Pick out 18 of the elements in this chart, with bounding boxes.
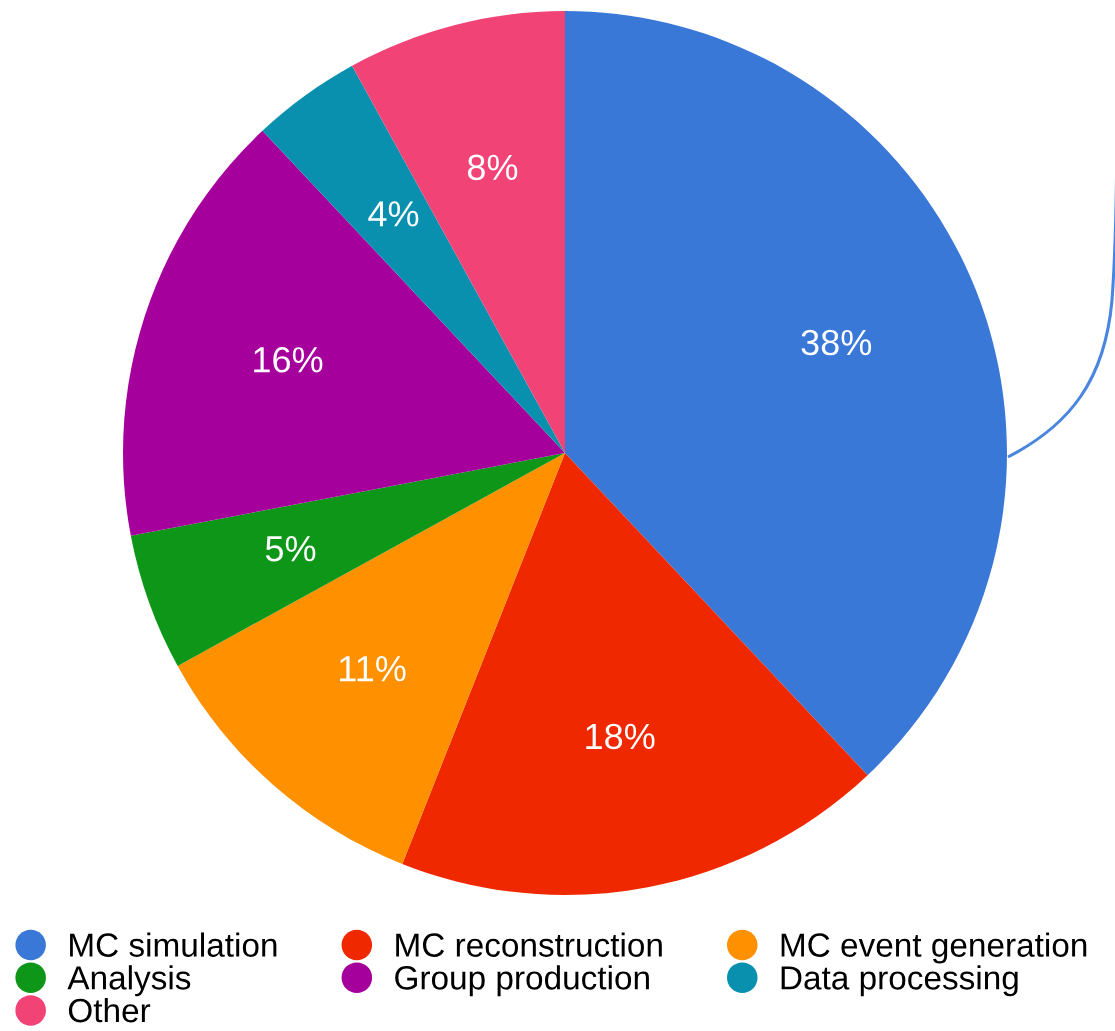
data-label: 16% [254,346,323,373]
pie-slice [177,453,565,864]
data-label: 5% [265,536,316,562]
legend-label: MC simulation [70,932,277,957]
pie-slice [352,11,565,453]
legend-label: Analysis [67,965,191,997]
data-label: 38% [801,329,872,356]
data-label: 18% [586,723,655,750]
data-label: 8% [467,154,518,181]
legend-label: Other [68,997,151,1023]
pie-slice [565,11,1007,776]
legend-label: Group production [395,965,649,997]
legend-label: MC event generation [781,932,1087,964]
legend-label: MC reconstruction [396,932,662,957]
data-label: 4% [368,201,419,227]
pie-slice [123,130,565,536]
data-label: 11% [340,656,406,682]
legend-label: Data processing [781,965,1018,997]
